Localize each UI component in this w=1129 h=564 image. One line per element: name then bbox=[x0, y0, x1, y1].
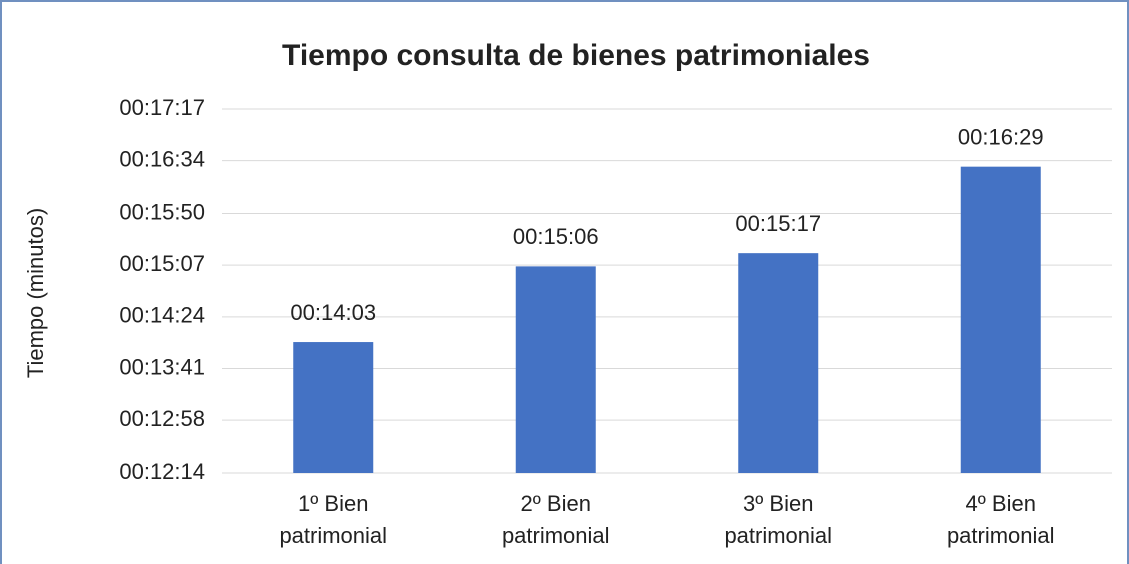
y-tick-label: 00:15:50 bbox=[119, 199, 205, 224]
bar bbox=[738, 253, 819, 473]
x-tick-label: 2º Bien patrimonial bbox=[502, 491, 610, 548]
x-tick-label: 3º Bien patrimonial bbox=[724, 491, 832, 548]
value-label: 00:16:29 bbox=[958, 124, 1044, 149]
y-tick-label: 00:17:17 bbox=[119, 95, 205, 120]
value-label: 00:15:06 bbox=[513, 224, 599, 249]
value-label: 00:14:03 bbox=[290, 300, 376, 325]
y-tick-label: 00:13:41 bbox=[119, 354, 205, 379]
y-axis-label: Tiempo (minutos) bbox=[23, 208, 48, 378]
y-tick-label: 00:15:07 bbox=[119, 251, 205, 276]
y-tick-label: 00:12:14 bbox=[119, 459, 205, 484]
chart-title: Tiempo consulta de bienes patrimoniales bbox=[282, 39, 870, 72]
bar bbox=[515, 266, 596, 473]
value-label: 00:15:17 bbox=[735, 211, 821, 236]
bar bbox=[293, 342, 374, 473]
y-tick-label: 00:16:34 bbox=[119, 146, 205, 171]
y-tick-label: 00:14:24 bbox=[119, 303, 205, 328]
y-tick-label: 00:12:58 bbox=[119, 406, 205, 431]
x-tick-label: 1º Bien patrimonial bbox=[279, 491, 387, 548]
bar bbox=[960, 166, 1041, 473]
x-tick-label: 4º Bien patrimonial bbox=[947, 491, 1055, 548]
